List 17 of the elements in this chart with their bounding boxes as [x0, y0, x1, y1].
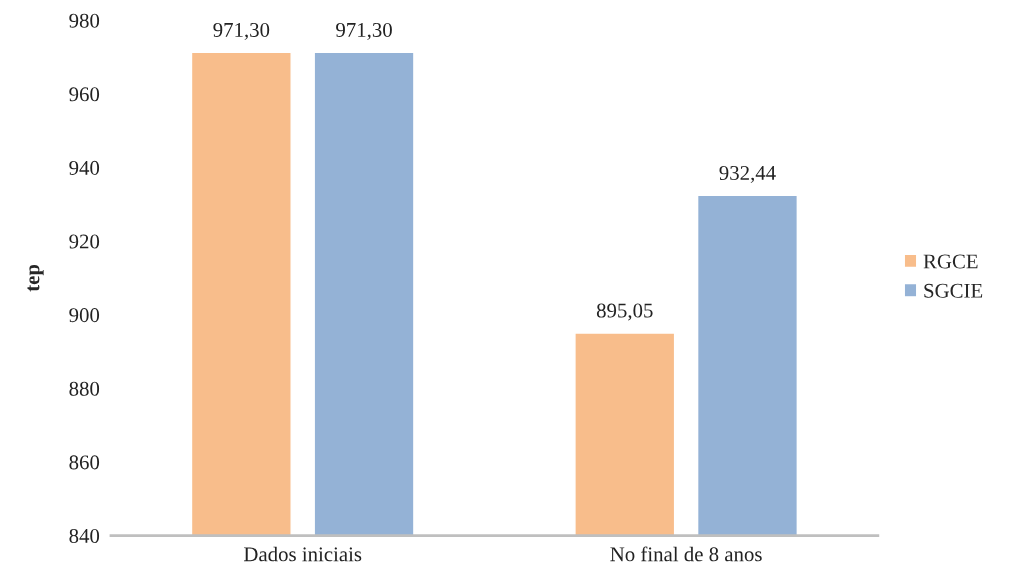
- data-label: 971,30: [336, 22, 392, 40]
- x-tick-label: No final de 8 anos: [610, 546, 762, 562]
- data-label: 932,44: [719, 165, 776, 183]
- x-tick-label: Dados iniciais: [243, 546, 362, 562]
- y-axis-title: tep: [27, 264, 44, 292]
- y-tick-label: 920: [69, 234, 100, 249]
- legend-label: SGCIE: [924, 283, 983, 298]
- y-tick-label: 880: [69, 381, 100, 396]
- y-tick-label: 860: [69, 455, 100, 470]
- y-tick-label: 840: [69, 528, 100, 544]
- legend-label: RGCE: [923, 254, 978, 269]
- data-label: 895,05: [596, 303, 653, 321]
- y-tick-label: 900: [69, 308, 100, 323]
- data-label: 971,30: [213, 22, 270, 40]
- y-tick-label: 940: [69, 160, 100, 175]
- y-tick-label: 960: [69, 87, 100, 102]
- y-tick-label: 980: [69, 13, 100, 28]
